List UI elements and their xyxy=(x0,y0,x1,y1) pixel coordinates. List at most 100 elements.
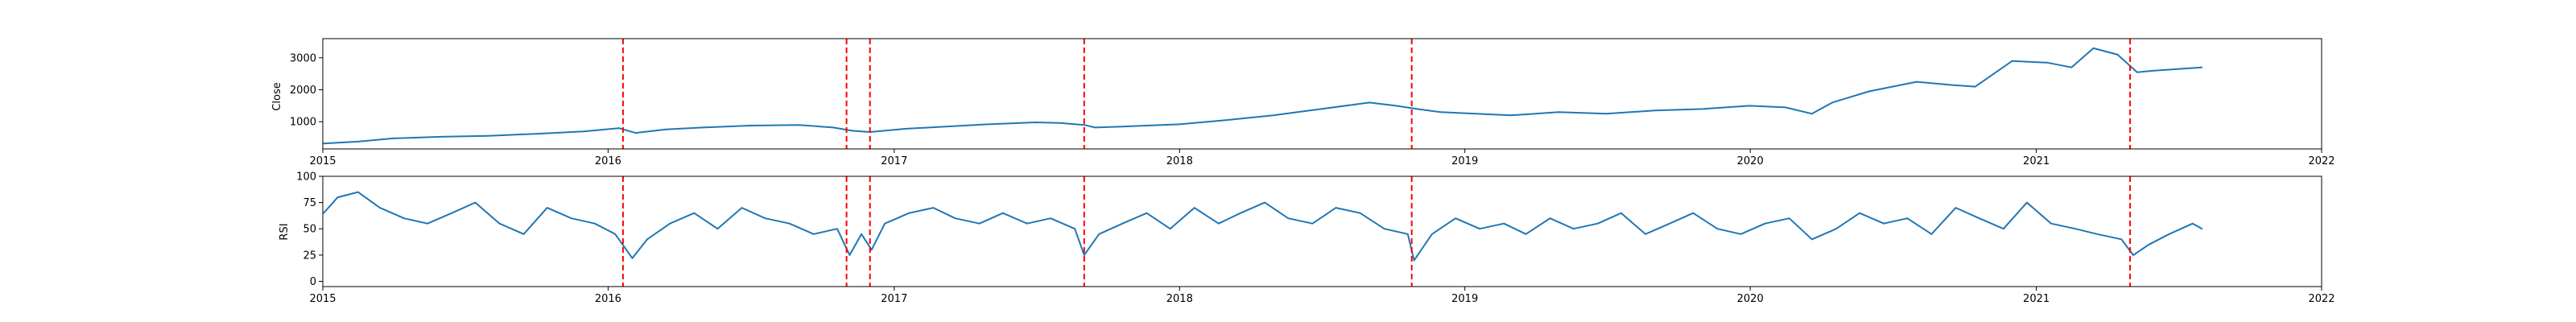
rsi-data-point xyxy=(546,207,548,208)
rsi-data-point xyxy=(1955,207,1957,208)
rsi-x-tick-label: 2017 xyxy=(881,293,907,305)
close-x-tick-label: 2018 xyxy=(1166,155,1193,167)
close-data-point xyxy=(2011,60,2013,62)
rsi-x-tick-label: 2021 xyxy=(2023,293,2050,305)
rsi-data-point xyxy=(1335,207,1337,208)
close-data-point xyxy=(1748,105,1750,107)
rsi-panel: RSI 2015 2016 2017 2018 2019 2020 2021 2022 0 25 5… xyxy=(279,171,2335,306)
rsi-x-tick-label: 2018 xyxy=(1166,293,1193,305)
rsi-data-point xyxy=(1692,212,1695,214)
rsi-data-point xyxy=(1669,222,1670,225)
close-data-point xyxy=(1653,109,1656,112)
close-data-point xyxy=(392,138,394,139)
rsi-marks-layer: 2015 2016 2017 2018 2019 2020 2021 2022 0 25 50 75 1… xyxy=(296,171,2334,306)
rsi-data-point xyxy=(1645,233,1646,235)
close-data-point xyxy=(1273,114,1274,117)
rsi-data-point xyxy=(1169,228,1171,230)
rsi-data-point xyxy=(1788,217,1790,220)
rsi-axes-frame xyxy=(322,175,2322,287)
rsi-data-point xyxy=(788,222,791,225)
rsi-data-point xyxy=(1050,217,1051,220)
close-data-point xyxy=(634,132,637,134)
rsi-y-tick-label: 50 xyxy=(303,224,316,236)
rsi-data-point xyxy=(1074,228,1075,230)
rsi-data-point xyxy=(954,217,956,220)
rsi-data-point xyxy=(1597,222,1599,225)
close-data-point xyxy=(618,127,620,129)
rsi-data-point xyxy=(2120,238,2123,241)
close-x-tick-label: 2022 xyxy=(2308,155,2334,167)
close-data-point xyxy=(488,134,489,137)
rsi-data-point xyxy=(1413,259,1415,262)
rsi-data-point xyxy=(1978,217,1980,220)
rsi-data-point xyxy=(1740,233,1742,235)
close-data-point xyxy=(1179,123,1181,126)
rsi-data-point xyxy=(741,207,743,208)
close-data-point xyxy=(1831,101,1833,104)
rsi-data-point xyxy=(2096,233,2099,235)
rsi-data-point xyxy=(1883,222,1885,225)
rsi-data-point xyxy=(1121,222,1124,225)
rsi-data-point xyxy=(1098,233,1100,235)
rsi-data-point xyxy=(1811,238,1813,241)
rsi-data-point xyxy=(1311,222,1314,225)
rsi-data-point xyxy=(2192,222,2194,225)
rsi-data-point xyxy=(2148,244,2150,246)
rsi-data-point xyxy=(1287,217,1290,220)
rsi-data-point xyxy=(427,222,428,225)
close-y-tick-label: 2000 xyxy=(290,85,316,97)
rsi-x-tick-label: 2019 xyxy=(1451,293,1478,305)
close-data-point xyxy=(702,126,704,129)
rsi-data-point xyxy=(716,228,719,230)
close-data-point xyxy=(1916,80,1918,83)
close-data-point xyxy=(1131,126,1133,127)
close-data-point xyxy=(1416,108,1418,110)
close-data-point xyxy=(1395,105,1397,107)
rsi-x-tick-label: 2016 xyxy=(595,293,621,305)
close-y-tick-label: 1000 xyxy=(290,117,316,129)
close-data-point xyxy=(2201,66,2203,68)
close-data-point xyxy=(2092,47,2095,49)
rsi-data-point xyxy=(474,201,477,204)
close-data-point xyxy=(1605,113,1608,115)
rsi-data-point xyxy=(1407,233,1409,235)
rsi-y-tick-label: 0 xyxy=(310,276,316,288)
close-price-panel: Close 2015 2016 2017 2018 2019 2020 2021 2022 10… xyxy=(271,38,2335,167)
rsi-data-point xyxy=(1549,217,1551,220)
close-data-point xyxy=(939,126,941,128)
close-data-point xyxy=(535,133,537,135)
rsi-data-point xyxy=(813,233,815,235)
close-data-point xyxy=(1868,90,1870,93)
close-data-point xyxy=(440,136,442,138)
rsi-data-point xyxy=(594,222,596,225)
rsi-data-point xyxy=(2168,233,2170,235)
close-data-point xyxy=(2116,54,2119,56)
rsi-data-point xyxy=(2132,254,2134,256)
close-x-tick-label: 2019 xyxy=(1451,155,1478,167)
rsi-data-point xyxy=(1431,233,1433,235)
close-data-point xyxy=(987,123,989,126)
rsi-data-point xyxy=(932,207,935,208)
close-data-point xyxy=(2046,62,2048,64)
close-data-point xyxy=(749,125,751,126)
rsi-data-point xyxy=(1479,228,1480,230)
close-ylabel: Close xyxy=(271,82,283,110)
close-data-point xyxy=(1811,113,1813,115)
close-data-point xyxy=(1475,113,1477,115)
rsi-data-point xyxy=(669,222,671,225)
close-x-tick-label: 2021 xyxy=(2023,155,2050,167)
close-data-point xyxy=(904,128,906,130)
rsi-data-point xyxy=(2074,228,2076,230)
close-data-point xyxy=(2177,68,2179,70)
rsi-data-point xyxy=(861,233,862,235)
close-x-tick-label: 2017 xyxy=(881,155,907,167)
close-marks-layer: 2015 2016 2017 2018 2019 2020 2021 2022 1000 2000… xyxy=(290,39,2335,167)
rsi-data-point xyxy=(884,222,886,225)
close-data-point xyxy=(1368,101,1370,104)
rsi-data-point xyxy=(1906,217,1909,220)
close-data-point xyxy=(1034,122,1037,123)
rsi-data-point xyxy=(1525,233,1527,235)
rsi-data-point xyxy=(336,196,339,198)
